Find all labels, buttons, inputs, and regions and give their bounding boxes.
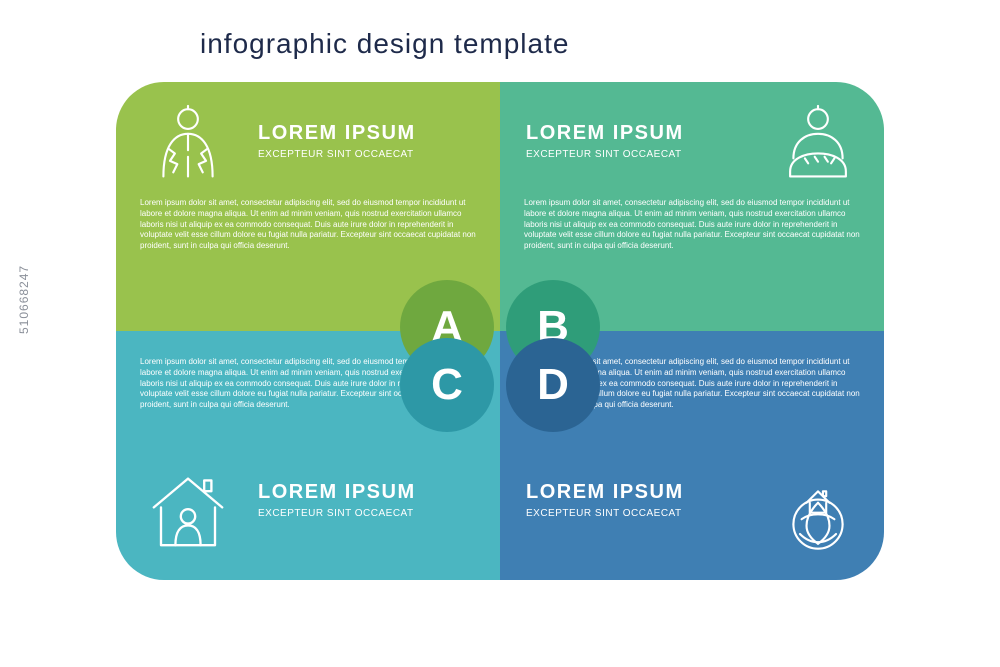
panel-a-title: LOREM IPSUM bbox=[258, 122, 416, 145]
person-bread-icon bbox=[768, 92, 868, 192]
panel-c-subtitle: EXCEPTEUR SINT OCCAECAT bbox=[258, 508, 416, 519]
infographic-grid: LOREM IPSUM EXCEPTEUR SINT OCCAECAT Lore… bbox=[116, 82, 884, 580]
panel-c-title: LOREM IPSUM bbox=[258, 481, 416, 504]
panel-b-heading: LOREM IPSUM EXCEPTEUR SINT OCCAECAT bbox=[526, 122, 684, 160]
panel-b-body: Lorem ipsum dolor sit amet, consectetur … bbox=[524, 198, 864, 252]
panel-a-heading: LOREM IPSUM EXCEPTEUR SINT OCCAECAT bbox=[258, 122, 416, 160]
globe-house-icon bbox=[768, 461, 868, 561]
panel-d-title: LOREM IPSUM bbox=[526, 481, 684, 504]
panel-b-subtitle: EXCEPTEUR SINT OCCAECAT bbox=[526, 149, 684, 160]
stock-id-watermark: 510668247 bbox=[17, 264, 31, 333]
panel-d-subtitle: EXCEPTEUR SINT OCCAECAT bbox=[526, 508, 684, 519]
person-house-icon bbox=[138, 461, 238, 561]
page-title: infographic design template bbox=[200, 28, 569, 60]
letter-badge-c: C bbox=[400, 338, 494, 432]
panel-c-heading: LOREM IPSUM EXCEPTEUR SINT OCCAECAT bbox=[258, 481, 416, 519]
letter-badge-d: D bbox=[506, 338, 600, 432]
panel-d-heading: LOREM IPSUM EXCEPTEUR SINT OCCAECAT bbox=[526, 481, 684, 519]
panel-b-title: LOREM IPSUM bbox=[526, 122, 684, 145]
person-torn-icon bbox=[138, 92, 238, 192]
panel-a-subtitle: EXCEPTEUR SINT OCCAECAT bbox=[258, 149, 416, 160]
panel-a-body: Lorem ipsum dolor sit amet, consectetur … bbox=[140, 198, 480, 252]
